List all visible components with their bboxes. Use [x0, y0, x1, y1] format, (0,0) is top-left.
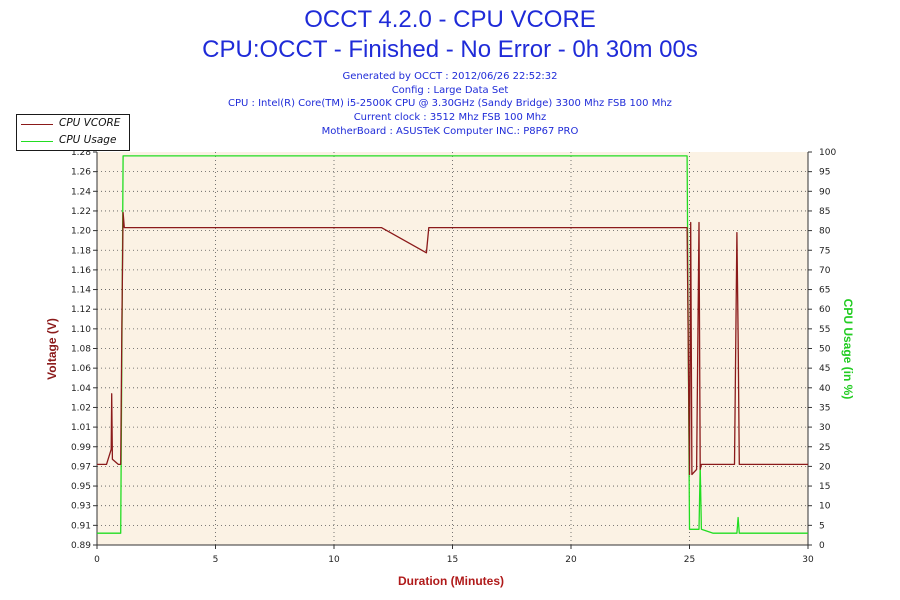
- series-line-cpu-vcore: [97, 211, 808, 476]
- tick-label-right: 80: [819, 227, 831, 237]
- tick-label-left: 1.06: [71, 364, 91, 374]
- legend-item-vcore: CPU VCORE: [21, 116, 127, 132]
- chart-subtitle: CPU:OCCT - Finished - No Error - 0h 30m …: [202, 36, 698, 63]
- legend-item-usage: CPU Usage: [21, 133, 127, 149]
- legend-label-usage: CPU Usage: [59, 134, 117, 146]
- tick-label-left: 1.24: [71, 187, 91, 197]
- tick-label-bottom: 15: [447, 555, 458, 565]
- tick-label-right: 55: [819, 325, 830, 335]
- y-axis-left-label: Voltage (V): [45, 318, 59, 380]
- tick-label-right: 35: [819, 403, 830, 413]
- clock-info: Current clock : 3512 Mhz FSB 100 Mhz: [353, 112, 547, 124]
- tick-label-left: 0.93: [71, 502, 91, 512]
- tick-label-right: 95: [819, 168, 830, 178]
- tick-label-left: 1.04: [71, 384, 91, 394]
- tick-label-left: 1.12: [71, 305, 91, 315]
- tick-label-left: 1.28: [71, 148, 91, 158]
- tick-label-right: 5: [819, 521, 825, 531]
- tick-label-right: 75: [819, 246, 830, 256]
- tick-label-left: 0.97: [71, 462, 91, 472]
- tick-label-right: 40: [819, 384, 831, 394]
- tick-label-bottom: 20: [565, 555, 577, 565]
- tick-label-left: 1.10: [71, 325, 91, 335]
- tick-label-left: 0.95: [71, 482, 91, 492]
- generated-info: Generated by OCCT : 2012/06/26 22:52:32: [342, 71, 558, 82]
- tick-label-left: 1.02: [71, 403, 91, 413]
- tick-label-right: 15: [819, 482, 830, 492]
- legend: CPU VCORE CPU Usage: [16, 114, 130, 151]
- tick-label-left: 1.26: [71, 168, 91, 178]
- tick-label-left: 1.22: [71, 207, 91, 217]
- tick-label-right: 60: [819, 305, 831, 315]
- tick-label-left: 0.99: [71, 443, 91, 453]
- x-axis-label: Duration (Minutes): [398, 574, 504, 588]
- tick-label-left: 1.16: [71, 266, 91, 276]
- tick-label-bottom: 0: [94, 555, 100, 565]
- info-block: Generated by OCCT : 2012/06/26 22:52:32 …: [0, 70, 900, 139]
- tick-label-left: 0.89: [71, 541, 91, 551]
- tick-label-right: 20: [819, 462, 831, 472]
- tick-label-right: 100: [819, 148, 836, 158]
- tick-label-bottom: 10: [328, 555, 340, 565]
- tick-label-right: 90: [819, 187, 831, 197]
- tick-label-right: 10: [819, 502, 831, 512]
- tick-label-right: 85: [819, 207, 830, 217]
- tick-label-right: 25: [819, 443, 830, 453]
- cpu-info: CPU : Intel(R) Core(TM) i5-2500K CPU @ 3…: [228, 98, 672, 110]
- tick-label-right: 65: [819, 286, 830, 296]
- tick-label-left: 0.91: [71, 521, 91, 531]
- chart-title: OCCT 4.2.0 - CPU VCORE: [304, 6, 596, 33]
- tick-label-left: 1.08: [71, 345, 91, 355]
- tick-label-right: 50: [819, 345, 831, 355]
- tick-label-bottom: 30: [802, 555, 814, 565]
- tick-label-left: 1.18: [71, 246, 91, 256]
- tick-label-right: 45: [819, 364, 830, 374]
- motherboard-info: MotherBoard : ASUSTeK Computer INC.: P8P…: [321, 125, 579, 137]
- tick-label-right: 0: [819, 541, 825, 551]
- config-info: Config : Large Data Set: [391, 84, 509, 96]
- tick-label-right: 30: [819, 423, 831, 433]
- series-line-cpu-usage: [97, 155, 808, 534]
- tick-label-bottom: 25: [684, 555, 695, 565]
- tick-label-left: 1.01: [71, 423, 91, 433]
- tick-label-left: 1.14: [71, 286, 91, 296]
- legend-swatch-vcore: [21, 124, 53, 125]
- tick-label-right: 70: [819, 266, 831, 276]
- y-axis-right-label: CPU Usage (in %): [841, 299, 855, 400]
- tick-label-bottom: 5: [213, 555, 219, 565]
- tick-label-left: 1.20: [71, 227, 91, 237]
- legend-swatch-usage: [21, 141, 53, 142]
- legend-label-vcore: CPU VCORE: [59, 117, 121, 129]
